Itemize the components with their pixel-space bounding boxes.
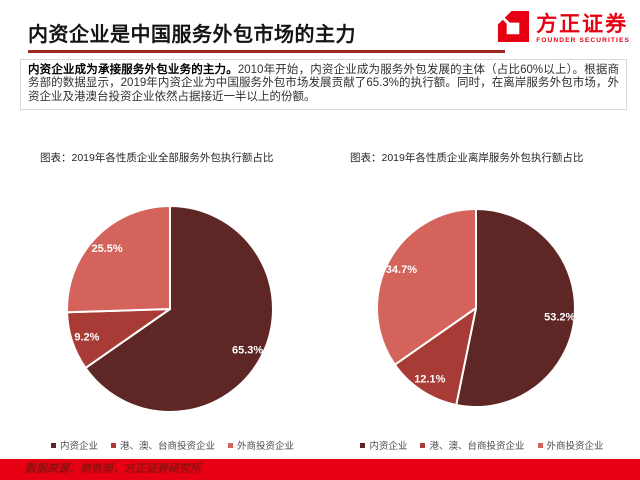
pie-slice bbox=[455, 208, 576, 408]
legend-label: 内资企业 bbox=[369, 441, 408, 452]
legend-marker-icon bbox=[537, 442, 543, 448]
legend-marker-icon bbox=[110, 442, 116, 448]
left-chart-legend: 内资企业 港、澳、台商投资企业 外商投资企业 bbox=[30, 438, 315, 452]
legend-item: 港、澳、台商投资企业 bbox=[110, 438, 215, 452]
legend-item: 外商投资企业 bbox=[228, 438, 294, 452]
legend-label: 外商投资企业 bbox=[237, 441, 295, 452]
logo-text: 方正证券 FOUNDER SECURITIES bbox=[536, 14, 630, 45]
title-underline bbox=[28, 50, 505, 53]
pie-slice bbox=[66, 205, 171, 314]
pie-slice-label: 65.3% bbox=[232, 345, 263, 357]
footer-bar: 数据来源：商务部，方正证券研究所 bbox=[0, 459, 640, 480]
summary-body-text: 2010年开始，内资企业成为服务外包发展的主体（占比60%以上）。根据商务部的数… bbox=[28, 64, 619, 103]
pie-slice bbox=[393, 307, 477, 407]
summary-lead-sentence: 内资企业成为承接服务外包业务的主力。 bbox=[28, 64, 238, 76]
logo-brand-subtitle: FOUNDER SECURITIES bbox=[536, 36, 630, 44]
pie-slice-label: 12.1% bbox=[414, 373, 445, 385]
pie-slice-label: 25.5% bbox=[91, 243, 122, 255]
legend-item: 港、澳、台商投资企业 bbox=[420, 438, 525, 452]
logo-brand-name: 方正证券 bbox=[536, 12, 629, 36]
legend-marker-icon bbox=[50, 442, 56, 448]
legend-label: 港、澳、台商投资企业 bbox=[119, 441, 215, 452]
left-chart-title: 图表：2019年各性质企业全部服务外包执行额占比 bbox=[40, 152, 274, 164]
legend-item: 内资企业 bbox=[360, 438, 407, 452]
pie-slice bbox=[376, 208, 477, 366]
pie-slice-label: 9.2% bbox=[74, 332, 99, 344]
legend-label: 外商投资企业 bbox=[546, 441, 604, 452]
legend-label: 港、澳、台商投资企业 bbox=[429, 441, 525, 452]
right-chart-title: 图表：2019年各性质企业离岸服务外包执行额占比 bbox=[350, 152, 584, 164]
right-chart-legend: 内资企业 港、澳、台商投资企业 外商投资企业 bbox=[336, 438, 628, 452]
founder-logo-mark-icon bbox=[496, 9, 531, 49]
pie-slice-label: 34.7% bbox=[386, 264, 417, 276]
page-title: 内资企业是中国服务外包市场的主力 bbox=[28, 24, 356, 46]
founder-securities-logo: 方正证券 FOUNDER SECURITIES bbox=[496, 9, 630, 49]
summary-panel: 内资企业成为承接服务外包业务的主力。2010年开始，内资企业成为服务外包发展的主… bbox=[20, 59, 627, 111]
legend-item: 外商投资企业 bbox=[537, 438, 604, 452]
legend-marker-icon bbox=[228, 442, 233, 448]
pie-slice-label: 53.2% bbox=[544, 311, 575, 323]
legend-item: 内资企业 bbox=[50, 438, 98, 452]
pie-slice bbox=[84, 205, 274, 413]
pie-chart-total-outsourcing: 65.3% 9.2% 25.5% bbox=[60, 199, 280, 419]
legend-label: 内资企业 bbox=[59, 441, 98, 452]
pie-chart-offshore-outsourcing: 53.2% 12.1% 34.7% bbox=[366, 198, 586, 418]
legend-marker-icon bbox=[360, 442, 366, 448]
legend-marker-icon bbox=[420, 442, 426, 448]
data-source-text: 数据来源：商务部，方正证券研究所 bbox=[25, 463, 201, 475]
